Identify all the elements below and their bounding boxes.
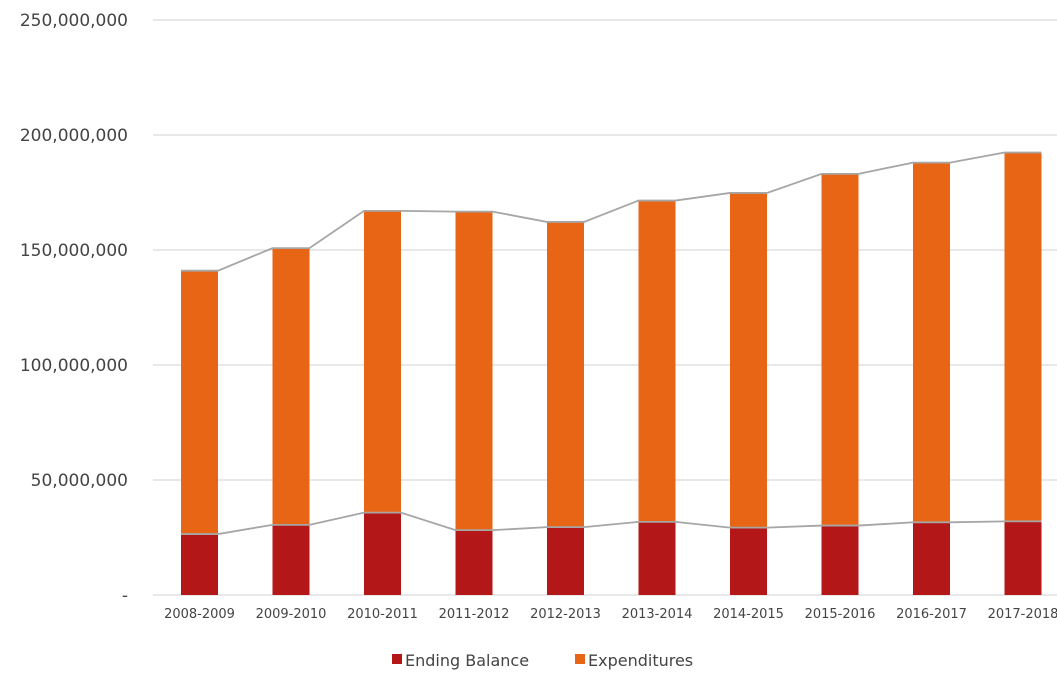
x-tick-label: 2009-2010 — [256, 607, 327, 622]
legend-label: Expenditures — [588, 651, 693, 670]
legend-label: Ending Balance — [405, 651, 529, 670]
x-tick-label: 2010-2011 — [347, 607, 418, 622]
bars — [181, 152, 1042, 595]
x-tick-label: 2017-2018 — [988, 607, 1057, 622]
bar-expenditures — [364, 210, 401, 513]
bar-ending-balance — [821, 525, 859, 595]
y-tick-label: 250,000,000 — [20, 11, 128, 31]
x-tick-label: 2014-2015 — [713, 607, 784, 622]
bar-ending-balance — [364, 512, 401, 595]
y-axis-tick-labels: - 50,000,000 100,000,000 150,000,000 200,000… — [20, 11, 128, 606]
bar-ending-balance — [913, 522, 950, 595]
bar-expenditures — [181, 270, 218, 535]
bar-expenditures — [272, 248, 310, 525]
connector-line-total — [181, 151, 1042, 272]
bar-expenditures — [1004, 152, 1042, 522]
legend-swatch — [575, 654, 585, 664]
y-tick-label: - — [122, 586, 128, 606]
x-tick-label: 2016-2017 — [896, 607, 967, 622]
bar-expenditures — [455, 211, 493, 531]
x-tick-label: 2015-2016 — [805, 607, 876, 622]
x-tick-label: 2011-2012 — [439, 607, 510, 622]
legend: Ending Balance Expenditures — [392, 651, 693, 670]
y-tick-label: 100,000,000 — [20, 356, 128, 376]
bar-expenditures — [638, 200, 676, 522]
y-tick-label: 50,000,000 — [31, 471, 128, 491]
bar-ending-balance — [730, 527, 767, 595]
bar-ending-balance — [638, 521, 676, 595]
x-axis-tick-labels: 2008-2009 2009-2010 2010-2011 2011-2012 2012… — [164, 607, 1057, 622]
y-tick-label: 200,000,000 — [20, 126, 128, 146]
bar-expenditures — [821, 173, 859, 526]
y-tick-label: 150,000,000 — [20, 241, 128, 261]
connector-lines — [181, 151, 1042, 535]
bar-ending-balance — [1004, 521, 1042, 595]
bar-ending-balance — [455, 530, 493, 595]
bar-expenditures — [547, 221, 584, 528]
x-tick-label: 2012-2013 — [530, 607, 601, 622]
legend-swatch — [392, 654, 402, 664]
bar-expenditures — [913, 162, 950, 523]
x-tick-label: 2013-2014 — [622, 607, 693, 622]
bar-ending-balance — [181, 534, 218, 595]
x-tick-label: 2008-2009 — [164, 607, 235, 622]
bar-ending-balance — [547, 527, 584, 595]
connector-line-ending-balance — [181, 511, 1042, 535]
bar-expenditures — [730, 192, 767, 528]
bar-ending-balance — [272, 524, 310, 595]
